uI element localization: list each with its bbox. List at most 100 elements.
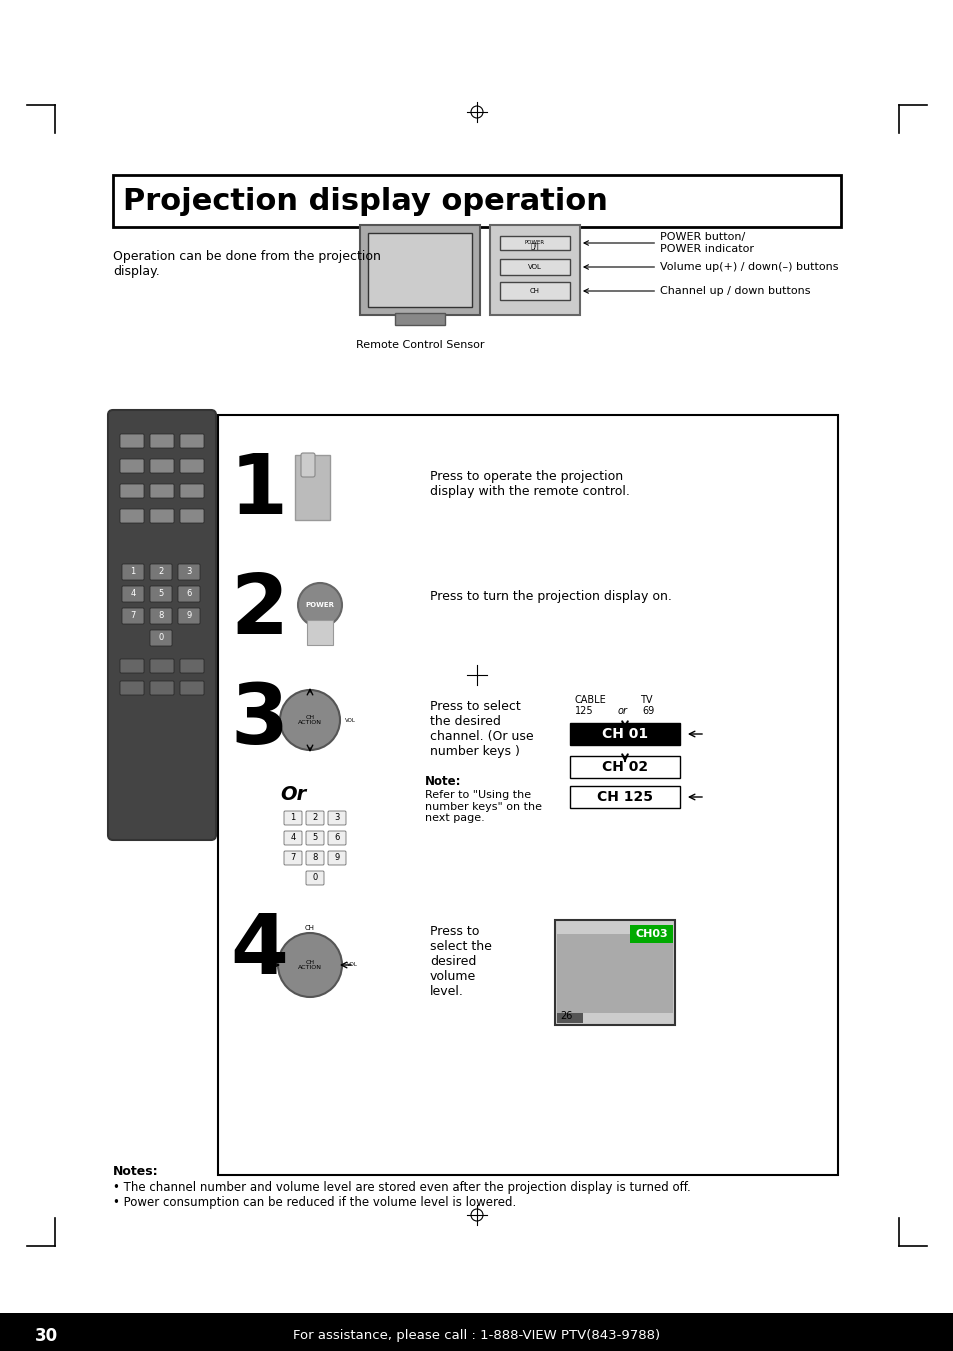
Text: ⏻/|: ⏻/| (530, 243, 539, 250)
FancyBboxPatch shape (180, 434, 204, 449)
Text: 69: 69 (641, 707, 654, 716)
Text: For assistance, please call : 1-888-VIEW PTV(843-9788): For assistance, please call : 1-888-VIEW… (294, 1329, 659, 1343)
FancyBboxPatch shape (180, 459, 204, 473)
Text: POWER button/
POWER indicator: POWER button/ POWER indicator (583, 232, 753, 254)
Text: Operation can be done from the projection
display.: Operation can be done from the projectio… (112, 250, 380, 278)
FancyBboxPatch shape (180, 659, 204, 673)
Text: 6: 6 (334, 834, 339, 843)
FancyBboxPatch shape (150, 484, 173, 499)
Bar (294, 455, 330, 520)
FancyBboxPatch shape (178, 563, 200, 580)
FancyBboxPatch shape (306, 811, 324, 825)
Text: 2: 2 (230, 570, 288, 651)
Text: 2: 2 (312, 813, 317, 823)
Text: Channel up / down buttons: Channel up / down buttons (583, 286, 810, 296)
FancyBboxPatch shape (150, 630, 172, 646)
Text: CH
ACTION: CH ACTION (297, 715, 322, 725)
Circle shape (277, 934, 341, 997)
FancyBboxPatch shape (180, 509, 204, 523)
Text: VOL: VOL (262, 962, 273, 967)
Text: CH: CH (305, 925, 314, 931)
Text: • The channel number and volume level are stored even after the projection displ: • The channel number and volume level ar… (112, 1181, 690, 1194)
Text: 4: 4 (131, 589, 135, 598)
FancyBboxPatch shape (150, 608, 172, 624)
Bar (499, 236, 569, 250)
Text: 1: 1 (290, 813, 295, 823)
Text: Press to
select the
desired
volume
level.: Press to select the desired volume level… (430, 925, 492, 998)
Text: VOL: VOL (528, 263, 541, 270)
Text: CH
ACTION: CH ACTION (297, 959, 322, 970)
Text: 8: 8 (312, 854, 317, 862)
FancyBboxPatch shape (120, 434, 144, 449)
Text: 3: 3 (186, 567, 192, 577)
Text: Press to operate the projection
display with the remote control.: Press to operate the projection display … (430, 470, 629, 499)
Text: 5: 5 (158, 589, 164, 598)
FancyBboxPatch shape (150, 509, 173, 523)
Text: 1: 1 (230, 450, 288, 531)
FancyBboxPatch shape (150, 563, 172, 580)
Bar (218, 415, 837, 1175)
Text: CH: CH (530, 288, 539, 295)
FancyBboxPatch shape (178, 586, 200, 603)
FancyBboxPatch shape (122, 563, 144, 580)
Circle shape (280, 690, 339, 750)
Text: 2: 2 (158, 567, 164, 577)
Text: VOL: VOL (264, 717, 274, 723)
FancyBboxPatch shape (108, 409, 215, 840)
Text: Press to select
the desired
channel. (Or use
number keys ): Press to select the desired channel. (Or… (430, 700, 533, 758)
FancyBboxPatch shape (328, 811, 346, 825)
FancyBboxPatch shape (284, 811, 302, 825)
Bar (557, 1013, 672, 1023)
Text: 5: 5 (312, 834, 317, 843)
FancyBboxPatch shape (120, 459, 144, 473)
FancyBboxPatch shape (284, 851, 302, 865)
Text: VOL: VOL (347, 962, 357, 967)
FancyBboxPatch shape (306, 831, 324, 844)
Bar (490, 226, 579, 315)
FancyBboxPatch shape (306, 851, 324, 865)
FancyBboxPatch shape (150, 586, 172, 603)
Text: 9: 9 (186, 612, 192, 620)
Text: Projection display operation: Projection display operation (123, 186, 607, 216)
Bar (368, 232, 472, 307)
Bar (569, 786, 679, 808)
Text: Refer to "Using the
number keys" on the
next page.: Refer to "Using the number keys" on the … (424, 790, 541, 823)
FancyBboxPatch shape (120, 659, 144, 673)
FancyBboxPatch shape (180, 484, 204, 499)
Bar (499, 282, 569, 300)
Bar (499, 259, 569, 276)
FancyBboxPatch shape (150, 434, 173, 449)
Circle shape (297, 584, 341, 627)
Text: 6: 6 (186, 589, 192, 598)
Text: CH 02: CH 02 (601, 761, 647, 774)
Text: 30: 30 (35, 1327, 58, 1346)
FancyBboxPatch shape (120, 681, 144, 694)
FancyBboxPatch shape (301, 453, 314, 477)
Bar (557, 934, 672, 1023)
FancyBboxPatch shape (180, 681, 204, 694)
Text: 4: 4 (290, 834, 295, 843)
FancyBboxPatch shape (150, 659, 173, 673)
Text: CH 01: CH 01 (601, 727, 647, 740)
Text: 7: 7 (290, 854, 295, 862)
Text: Remote Control Sensor: Remote Control Sensor (355, 340, 484, 350)
Bar (307, 620, 333, 644)
FancyBboxPatch shape (328, 851, 346, 865)
Text: CH 125: CH 125 (597, 790, 652, 804)
FancyBboxPatch shape (328, 831, 346, 844)
Bar (569, 723, 679, 744)
Bar (555, 920, 675, 1025)
Text: Press to turn the projection display on.: Press to turn the projection display on. (430, 590, 671, 603)
Text: 9: 9 (334, 854, 339, 862)
Text: Note:: Note: (424, 775, 461, 788)
Text: CH03: CH03 (635, 929, 668, 939)
Text: Notes:: Notes: (112, 1165, 158, 1178)
FancyBboxPatch shape (150, 681, 173, 694)
Text: POWER: POWER (524, 240, 544, 246)
Bar (0, 1313, 953, 1351)
Bar (395, 313, 444, 326)
Text: Volume up(+) / down(–) buttons: Volume up(+) / down(–) buttons (583, 262, 838, 272)
Text: CABLE: CABLE (575, 694, 606, 705)
Bar (557, 1013, 582, 1023)
Text: 4: 4 (230, 911, 288, 992)
